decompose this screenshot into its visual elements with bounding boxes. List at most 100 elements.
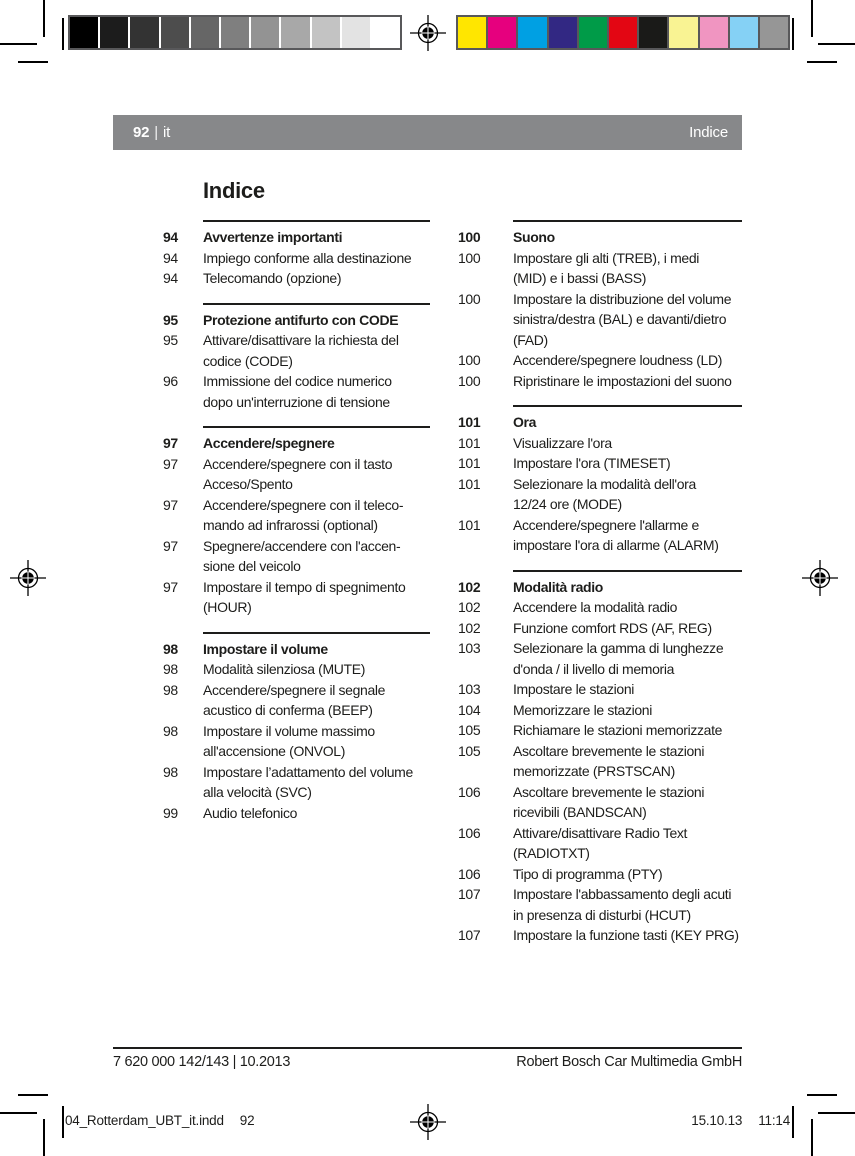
toc-entry-label: Richiamare le stazioni memorizzate (513, 722, 723, 738)
toc-entry-row: 102 Funzione comfort RDS (AF, REG) (458, 618, 742, 639)
grayscale-swatch (100, 17, 129, 48)
toc-entry-page-number: 103 (458, 640, 481, 656)
section-rule (513, 220, 742, 222)
toc-entry-row: 106 Attivare/disattivare Radio Text (RADI… (458, 823, 742, 864)
toc-entry-page-number: 98 (163, 640, 178, 657)
toc-entry-label: Impostare la funzione tasti (KEY PRG) (513, 927, 739, 943)
toc-entry-page-number: 100 (458, 372, 481, 389)
toc-entry-label: Impostare l'ora (TIMESET) (513, 455, 671, 471)
toc-entry-row: 103 Impostare le stazioni (458, 679, 742, 700)
color-swatch (669, 17, 698, 48)
toc-entry-label: Selezionare la gamma di lunghezze d'onda… (513, 640, 724, 677)
toc-column-right: 100 Suono 100 Impostare gli alti (TREB), i … (458, 220, 742, 960)
toc-entry-row: 103 Selezionare la gamma di lunghezze d'o… (458, 638, 742, 679)
toc-entry-page-number: 94 (163, 249, 178, 266)
toc-heading-row: 97 Accendere/spegnere (163, 433, 430, 454)
toc-entry-label: Audio telefonico (203, 804, 298, 821)
toc-heading-row: 94 Avvertenze importanti (163, 227, 430, 248)
toc-heading-label: Ora (513, 414, 537, 430)
toc-entry-label: Attivare/disattivare la richiesta del co… (203, 332, 399, 369)
toc-entry-row: 102 Accendere la modalità radio (458, 597, 742, 618)
crop-mark (43, 0, 45, 37)
toc-entry-row: 101 Impostare l'ora (TIMESET) (458, 453, 742, 474)
toc-entry-row: 98 Modalità silenziosa (MUTE) (163, 659, 430, 680)
toc-entry-label: Attivare/disattivare Radio Text (RADIOTX… (513, 824, 688, 862)
toc-heading-label: Suono (513, 229, 555, 245)
toc-entry-row: 104 Memorizzare le stazioni (458, 700, 742, 721)
toc-entry-page-number: 107 (458, 886, 481, 902)
registration-mark-icon (410, 15, 446, 51)
section-rule (203, 302, 430, 305)
toc-entry-page-number: 97 (163, 578, 178, 595)
grayscale-swatch (160, 17, 189, 48)
toc-entry-label: Impostare l’adattamento del volume alla … (203, 763, 413, 801)
toc-entry-label: Accendere/spegnere loudness (LD) (513, 352, 723, 368)
toc-entry-label: Visualizzare l'ora (513, 434, 612, 451)
grayscale-swatch (251, 17, 280, 48)
crop-mark (0, 1112, 37, 1114)
toc-entry-label: Telecomando (opzione) (203, 270, 342, 286)
toc-entry-label: Spegnere/accendere con l'accen- sione de… (203, 537, 401, 575)
footer: 7 620 000 142/143 | 10.2013 Robert Bosch… (113, 1054, 742, 1070)
toc-entry-row: 99 Audio telefonico (163, 803, 430, 824)
color-swatch (699, 17, 728, 48)
toc-entry-row: 101 Visualizzare l'ora (458, 433, 742, 454)
crop-mark (818, 1112, 855, 1114)
footer-rule (113, 1047, 742, 1049)
toc-entry-page-number: 98 (163, 661, 178, 677)
toc-section: 95 Protezione antifurto con CODE 95 Attivar… (163, 302, 430, 413)
toc-entry-page-number: 98 (163, 763, 178, 780)
toc-entry-page-number: 100 (458, 352, 481, 368)
registration-mark-icon (410, 1104, 446, 1140)
crop-mark (18, 61, 48, 63)
registration-mark-icon (10, 560, 46, 596)
grayscale-swatch (341, 17, 370, 48)
toc-entry-page-number: 97 (163, 537, 178, 554)
crop-mark (0, 43, 37, 45)
toc-entry-row: 97 Impostare il tempo di spegnimento (HOU… (163, 577, 430, 618)
grayscale-swatch (70, 17, 99, 48)
toc-heading-label: Impostare il volume (203, 640, 328, 657)
toc-entry-row: 95 Attivare/disattivare la richiesta del … (163, 330, 430, 371)
print-datetime: 15.10.13 11:14 (691, 1113, 790, 1128)
grayscale-swatch (190, 17, 219, 48)
toc-entry-row: 97 Spegnere/accendere con l'accen- sione … (163, 536, 430, 577)
toc-entry-page-number: 106 (458, 865, 481, 882)
crop-mark (62, 1106, 64, 1138)
color-swatch (488, 17, 517, 48)
toc-entry-row: 105 Ascoltare brevemente le stazioni memo… (458, 741, 742, 782)
toc-entry-page-number: 101 (458, 414, 481, 430)
toc-section: 100 Suono 100 Impostare gli alti (TREB), i … (458, 220, 742, 391)
color-swatch (729, 17, 758, 48)
toc-entry-label: Ripristinare le impostazioni del suono (513, 372, 732, 389)
toc-entry-page-number: 102 (458, 619, 481, 636)
color-swatch (759, 17, 789, 48)
crop-mark (818, 43, 855, 45)
toc-entry-label: Impostare le stazioni (513, 681, 635, 697)
toc-entry-page-number: 107 (458, 927, 481, 943)
toc-entry-row: 98 Impostare il volume massimo all'accens… (163, 721, 430, 762)
toc-entry-label: Memorizzare le stazioni (513, 701, 652, 718)
section-rule (203, 631, 430, 634)
print-file-name: 04_Rotterdam_UBT_it.indd (65, 1113, 224, 1128)
page-title: Indice (203, 178, 265, 203)
page-header-bar: 92 | it Indice (113, 115, 742, 150)
toc-heading-label: Modalità radio (513, 578, 603, 595)
toc-entry-label: Accendere/spegnere con il teleco- mando … (203, 496, 404, 534)
crop-mark (811, 1119, 813, 1156)
header-page-language: 92 | it (133, 124, 170, 141)
section-rule (513, 569, 742, 572)
toc-entry-label: Impostare l'abbassamento degli acuti in … (513, 886, 732, 923)
footer-company: Robert Bosch Car Multimedia GmbH (516, 1054, 742, 1070)
toc-entry-page-number: 94 (163, 270, 178, 286)
toc-entry-page-number: 101 (458, 475, 481, 492)
toc-heading-label: Avvertenze importanti (203, 229, 343, 245)
toc-entry-row: 94 Telecomando (opzione) (163, 268, 430, 289)
header-separator: | (154, 124, 158, 141)
color-swatch (639, 17, 668, 48)
print-date: 15.10.13 (691, 1113, 743, 1128)
toc-entry-page-number: 95 (163, 311, 178, 328)
toc-entry-row: 98 Accendere/spegnere il segnale acustico… (163, 680, 430, 721)
toc-entry-row: 105 Richiamare le stazioni memorizzate (458, 720, 742, 741)
toc-entry-page-number: 101 (458, 516, 481, 533)
